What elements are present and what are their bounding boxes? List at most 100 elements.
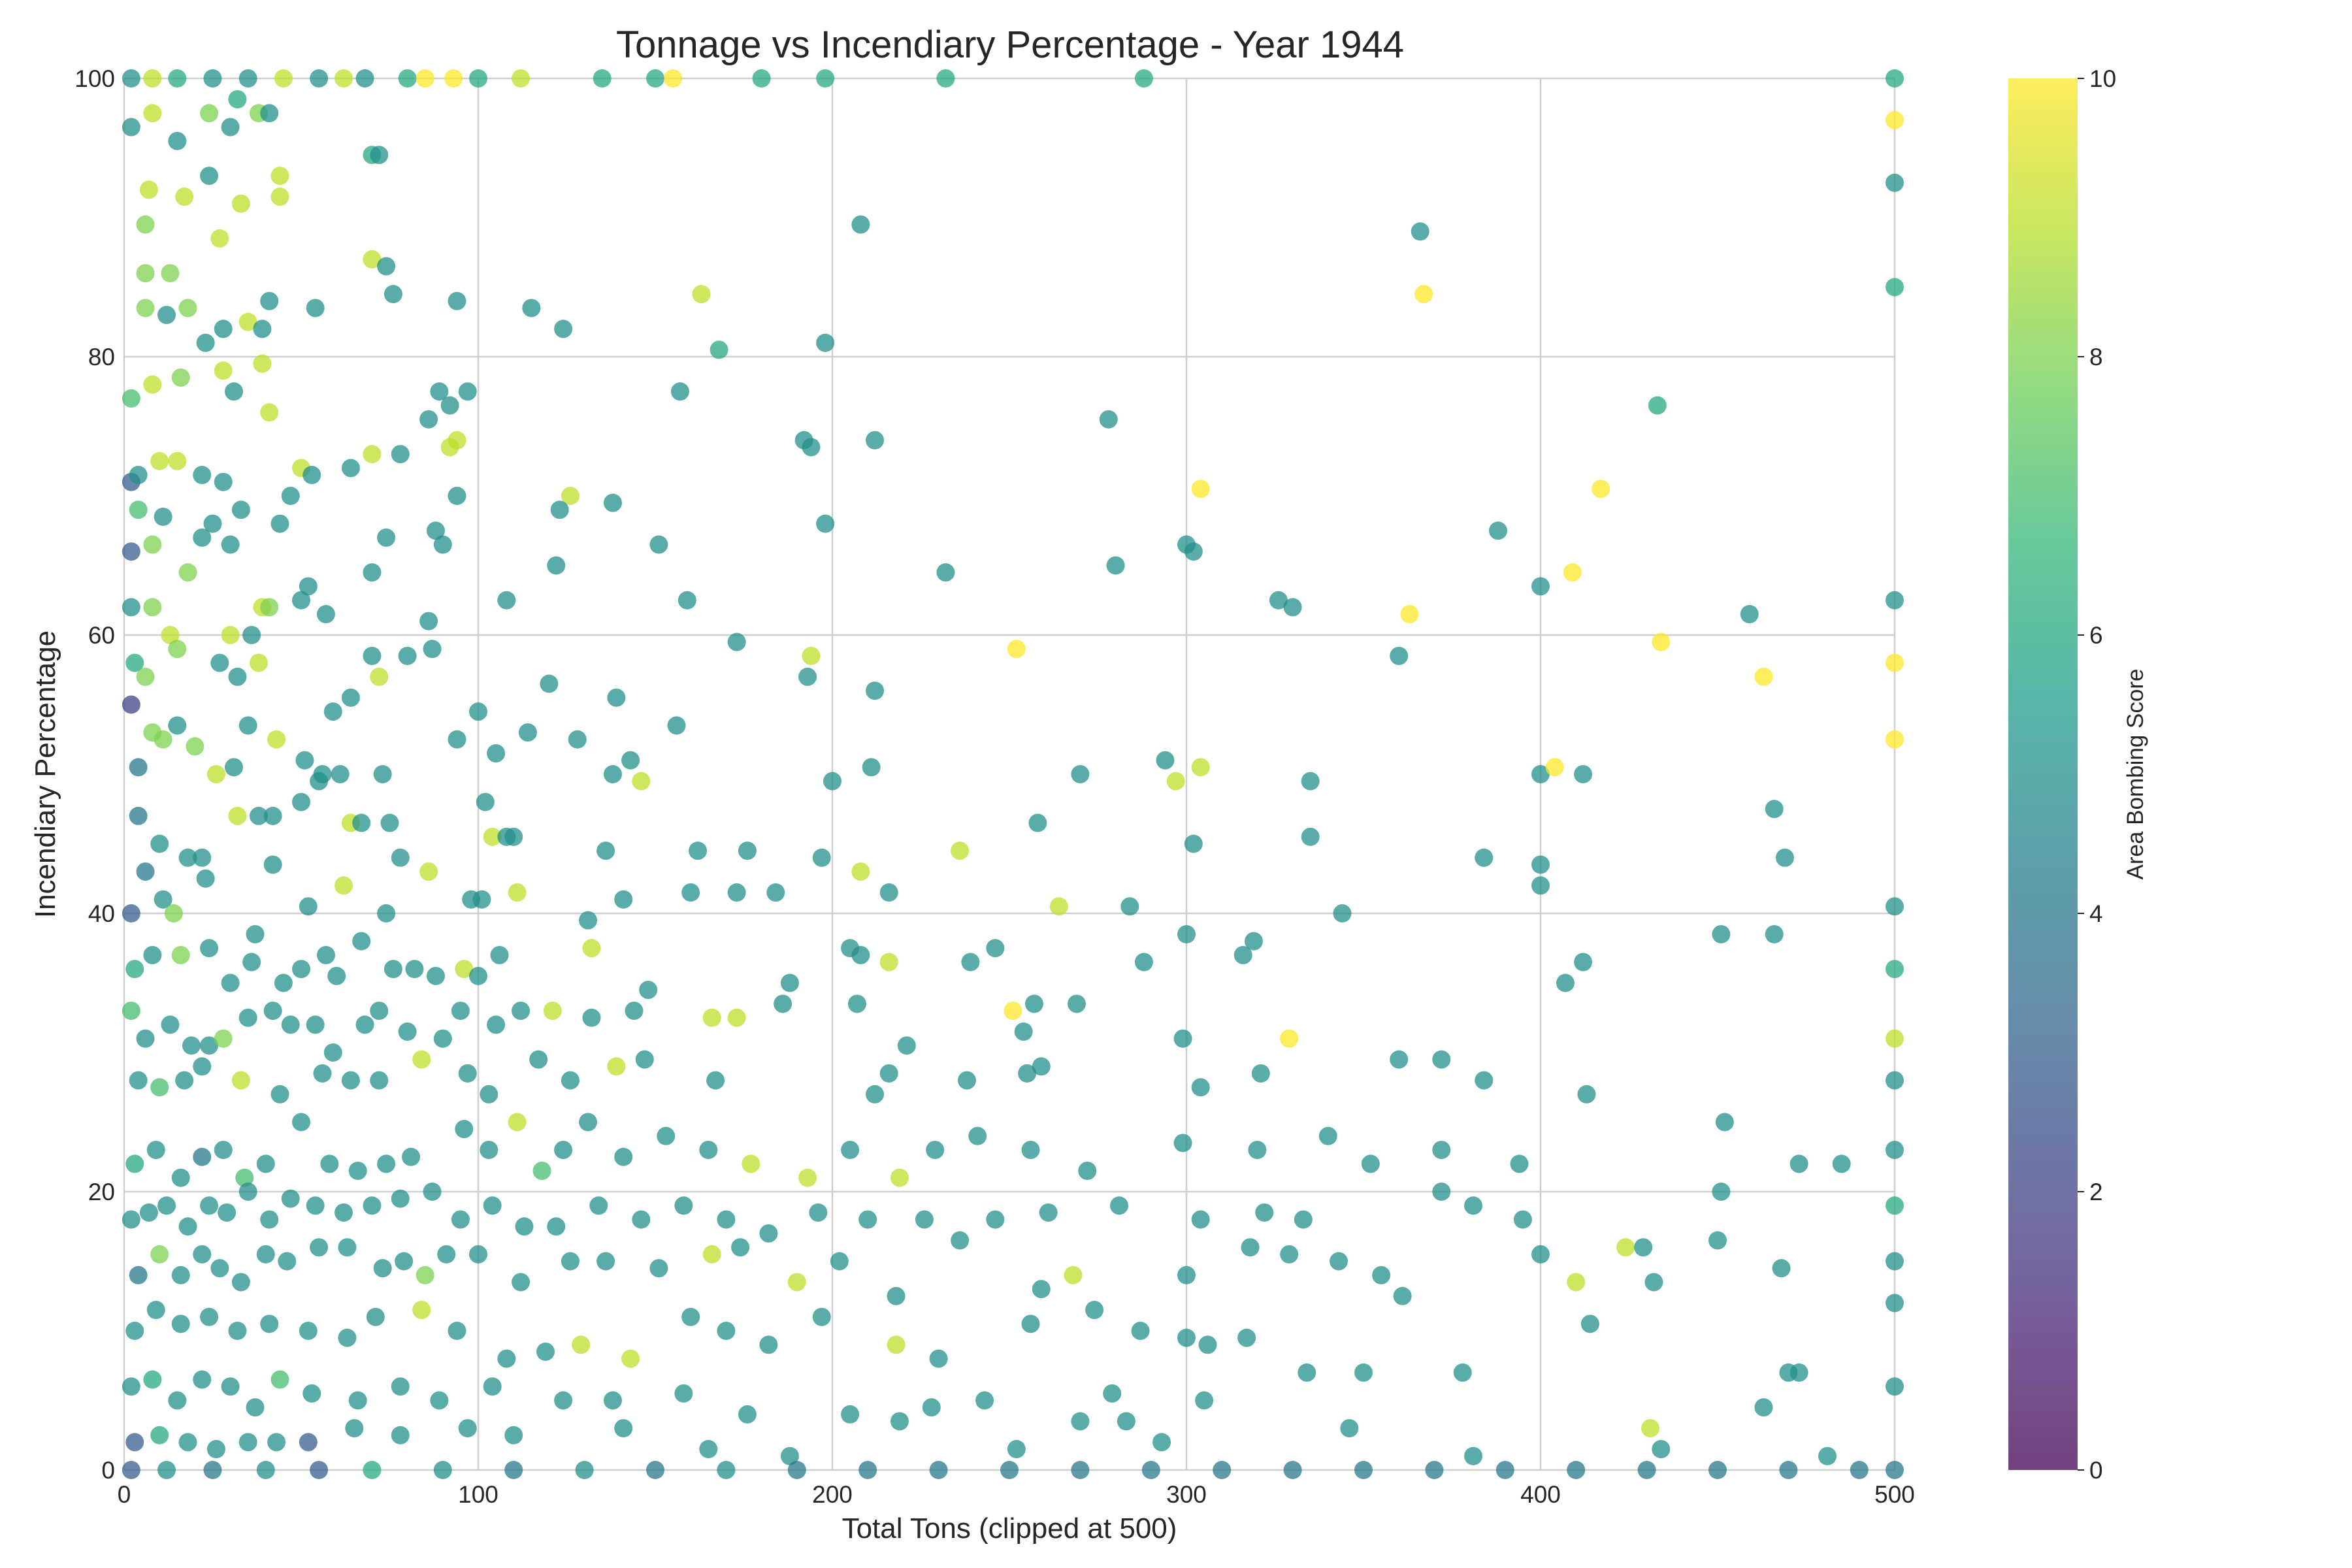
data-point xyxy=(717,1210,736,1229)
data-point xyxy=(363,646,382,665)
data-point xyxy=(363,1196,382,1215)
data-point xyxy=(1432,1183,1451,1201)
data-point xyxy=(238,716,257,735)
data-point xyxy=(1775,848,1794,867)
data-point xyxy=(178,848,197,867)
data-point xyxy=(596,1252,615,1271)
data-point xyxy=(398,646,417,665)
data-point xyxy=(1531,765,1550,783)
data-point xyxy=(469,1245,487,1264)
data-point xyxy=(129,1071,148,1090)
data-point xyxy=(331,765,350,783)
data-point xyxy=(1191,1078,1210,1097)
data-point xyxy=(225,758,244,777)
data-point xyxy=(518,723,537,742)
data-point xyxy=(879,883,898,902)
data-point xyxy=(731,1238,750,1257)
data-point xyxy=(210,229,229,248)
data-point xyxy=(225,382,244,401)
data-point xyxy=(440,396,459,415)
data-point xyxy=(430,1391,449,1410)
y-tick-label: 60 xyxy=(88,622,115,649)
data-point xyxy=(193,1057,212,1076)
data-point xyxy=(1099,410,1118,429)
data-point xyxy=(1411,222,1429,241)
data-point xyxy=(168,1391,187,1410)
data-point xyxy=(451,1002,470,1021)
data-point xyxy=(727,883,746,902)
data-point xyxy=(143,69,162,88)
data-point xyxy=(1032,1280,1051,1299)
data-point xyxy=(1886,897,1904,916)
data-point xyxy=(352,813,371,832)
data-point xyxy=(568,730,587,749)
data-point xyxy=(136,264,155,283)
data-point xyxy=(866,681,885,700)
colorbar-tick-label: 10 xyxy=(2089,65,2116,92)
data-point xyxy=(674,1384,693,1403)
data-point xyxy=(1644,1273,1663,1292)
data-point xyxy=(246,924,265,943)
data-point xyxy=(632,772,651,791)
data-point xyxy=(1014,1022,1033,1041)
data-point xyxy=(603,1391,622,1410)
data-point xyxy=(1248,1141,1267,1160)
data-point xyxy=(242,626,261,644)
data-point xyxy=(1414,285,1433,304)
data-point xyxy=(1298,1363,1316,1382)
x-tick-labels: 0 100 200 300 400 500 xyxy=(118,1481,1915,1508)
data-point xyxy=(260,403,279,422)
data-point xyxy=(862,758,881,777)
data-point xyxy=(136,215,155,234)
data-point xyxy=(582,1008,601,1027)
data-point xyxy=(345,1419,364,1438)
data-point xyxy=(699,1440,718,1459)
data-point xyxy=(841,1141,860,1160)
data-point xyxy=(1708,1231,1727,1250)
y-tick-label: 80 xyxy=(88,344,115,370)
data-point xyxy=(200,1307,219,1326)
data-point xyxy=(150,451,169,470)
data-point xyxy=(1241,1238,1260,1257)
data-point xyxy=(267,730,286,749)
data-point xyxy=(1712,924,1731,943)
data-point xyxy=(1117,1412,1135,1431)
data-point xyxy=(125,653,144,672)
data-point xyxy=(143,375,162,394)
data-point xyxy=(1173,1134,1192,1152)
data-point xyxy=(851,215,870,234)
data-point xyxy=(1103,1384,1122,1403)
data-point xyxy=(890,1412,909,1431)
data-point xyxy=(1191,758,1210,777)
data-point xyxy=(228,806,247,825)
data-point xyxy=(1488,521,1507,540)
data-point xyxy=(1641,1419,1660,1438)
data-point xyxy=(1018,1064,1037,1083)
data-point xyxy=(1832,1154,1851,1173)
data-point xyxy=(1475,1071,1494,1090)
data-point xyxy=(270,514,289,533)
data-point xyxy=(1393,1286,1412,1305)
data-point xyxy=(766,883,785,902)
data-point xyxy=(270,1085,289,1103)
data-point xyxy=(823,772,841,791)
data-point xyxy=(1294,1210,1313,1229)
data-point xyxy=(752,69,771,88)
data-point xyxy=(196,333,215,352)
y-axis-label: Incendiary Percentage xyxy=(29,630,61,918)
data-point xyxy=(193,466,212,485)
data-point xyxy=(355,69,374,88)
data-point xyxy=(986,1210,1005,1229)
data-point xyxy=(281,487,300,505)
data-point xyxy=(206,1440,225,1459)
x-tick-label: 100 xyxy=(458,1481,498,1508)
data-point xyxy=(1191,480,1210,498)
data-point xyxy=(348,1391,367,1410)
data-point xyxy=(377,904,396,923)
data-point xyxy=(129,806,148,825)
data-point xyxy=(384,960,402,979)
data-point xyxy=(1432,1050,1451,1069)
data-point xyxy=(1886,653,1904,672)
x-tick-label: 300 xyxy=(1166,1481,1207,1508)
data-point xyxy=(1531,876,1550,895)
